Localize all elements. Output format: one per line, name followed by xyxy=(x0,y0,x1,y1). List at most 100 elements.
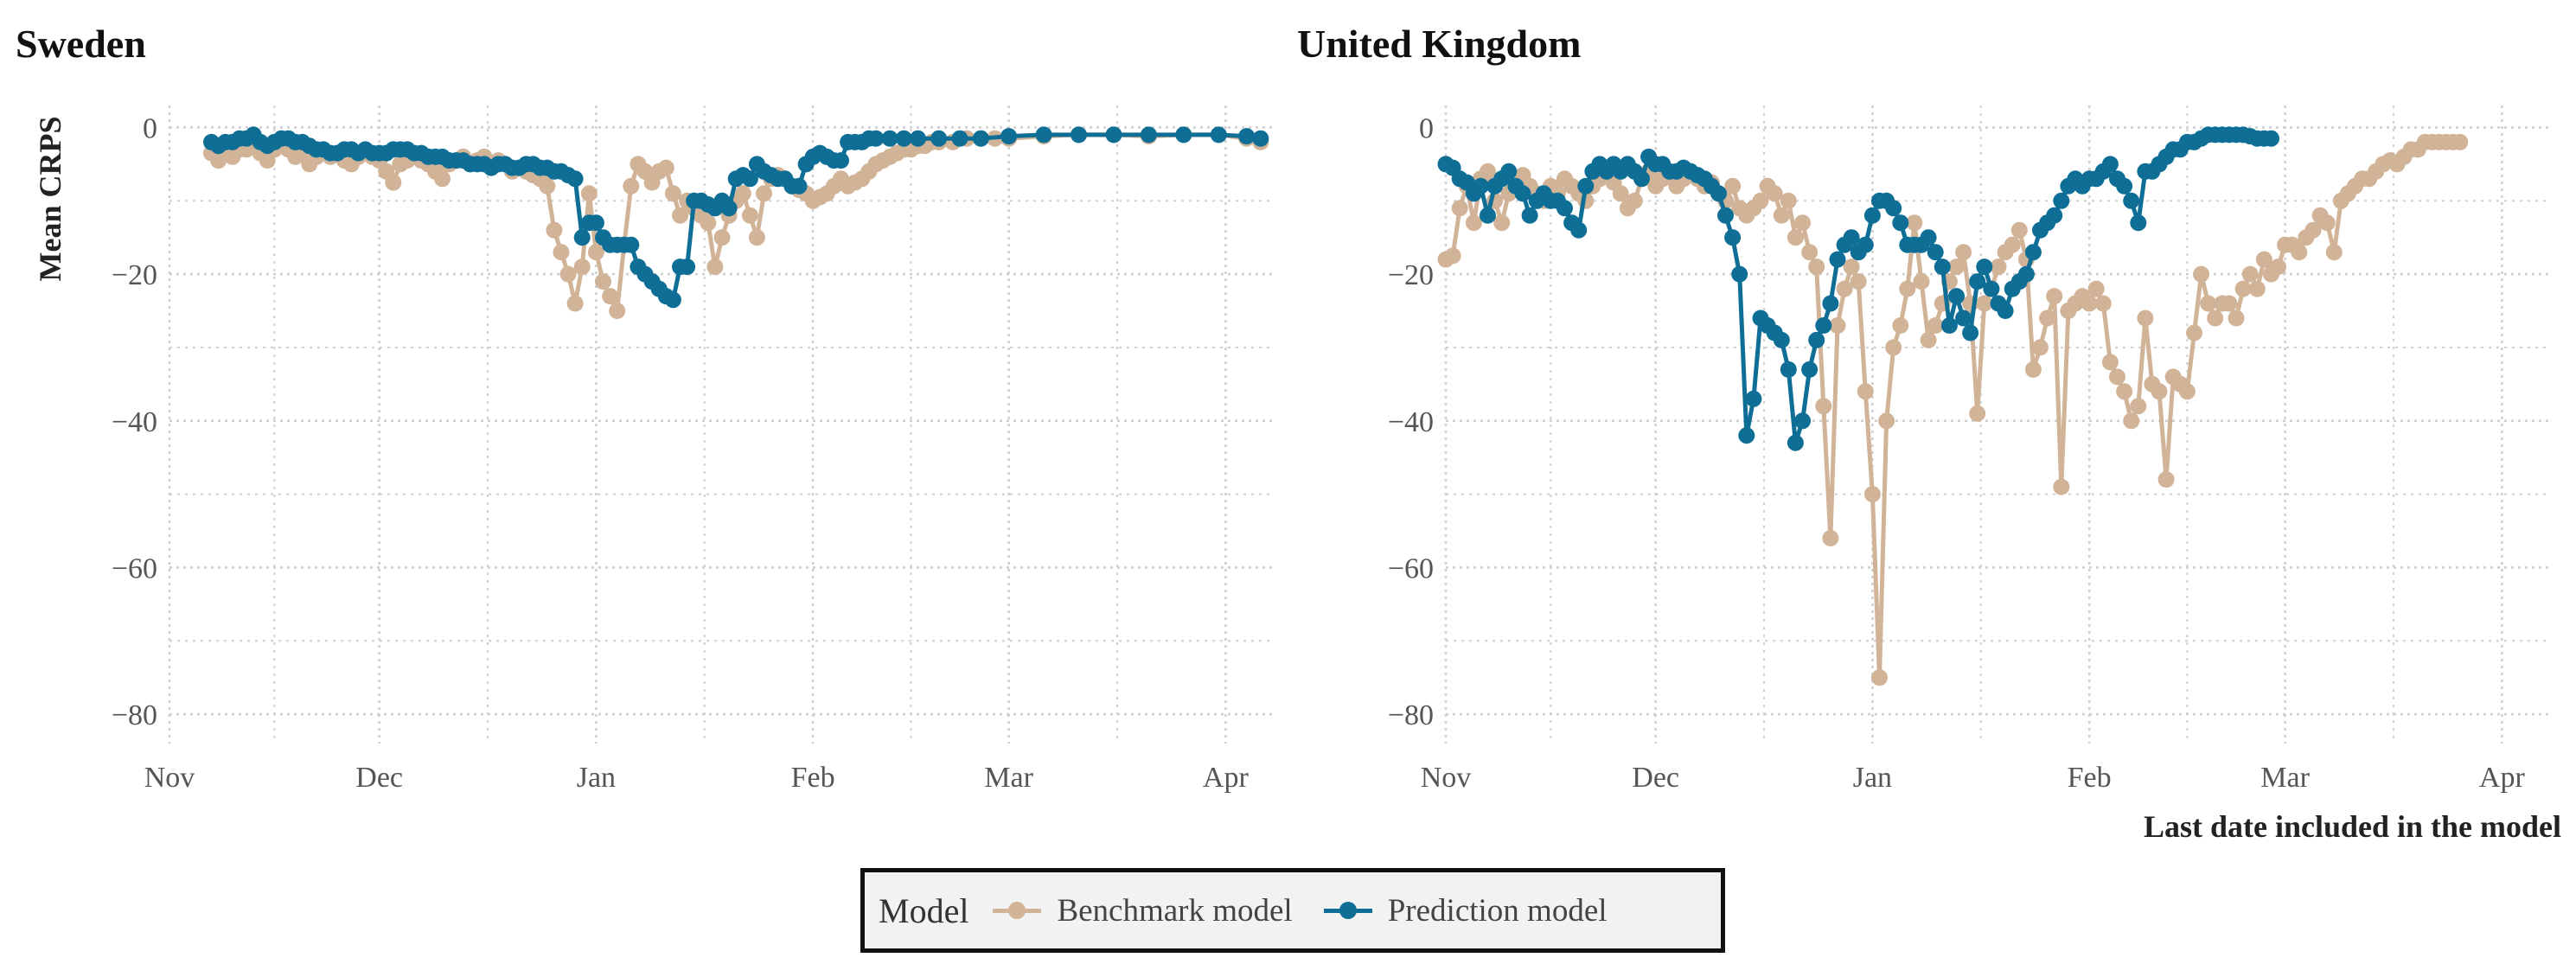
data-point-prediction xyxy=(1997,303,2014,319)
data-point-prediction xyxy=(2130,214,2147,232)
y-tick-label: 0 xyxy=(1419,112,1434,144)
data-point-benchmark xyxy=(2024,361,2042,378)
data-point-prediction xyxy=(573,229,591,246)
legend-item-prediction: Prediction model xyxy=(1323,892,1608,929)
data-point-prediction xyxy=(1140,126,1157,144)
data-point-prediction xyxy=(1210,126,1227,144)
data-point-benchmark xyxy=(2039,310,2056,327)
x-tick-label: Feb xyxy=(2068,762,2112,794)
legend-item-benchmark: Benchmark model xyxy=(993,892,1293,929)
data-point-benchmark xyxy=(2325,244,2343,261)
x-tick-label: Apr xyxy=(2479,762,2526,794)
data-point-prediction xyxy=(1717,207,1734,224)
data-point-prediction xyxy=(1731,265,1748,283)
data-point-benchmark xyxy=(2130,398,2147,415)
data-point-prediction xyxy=(1892,214,1909,232)
y-tick-label: −80 xyxy=(1388,699,1434,731)
data-point-benchmark xyxy=(566,295,584,312)
data-point-benchmark xyxy=(602,288,619,305)
y-tick-label: −40 xyxy=(1388,406,1434,438)
x-tick-label: Feb xyxy=(791,762,835,794)
data-point-prediction xyxy=(1815,317,1832,334)
data-point-benchmark xyxy=(1836,280,1853,297)
data-point-prediction xyxy=(1175,126,1192,144)
data-point-benchmark xyxy=(1857,383,1874,400)
panel-title-united-kingdom: United Kingdom xyxy=(1297,22,1581,66)
data-point-prediction xyxy=(833,152,849,169)
data-point-prediction xyxy=(1976,259,1993,276)
data-point-benchmark xyxy=(748,229,765,246)
y-tick-label: 0 xyxy=(143,112,157,144)
x-tick-label: Mar xyxy=(984,762,1033,794)
data-point-benchmark xyxy=(2087,280,2105,297)
data-point-benchmark xyxy=(2234,280,2252,297)
y-tick-label: −60 xyxy=(112,552,157,584)
data-point-prediction xyxy=(1000,128,1018,145)
y-tick-label: −20 xyxy=(112,259,157,291)
x-tick-label: Jan xyxy=(577,762,616,794)
data-point-benchmark xyxy=(2116,383,2133,400)
data-point-prediction xyxy=(1863,207,1881,224)
data-point-benchmark xyxy=(1724,177,1742,195)
data-point-benchmark xyxy=(2304,221,2322,239)
data-point-benchmark xyxy=(2081,295,2098,312)
data-point-benchmark xyxy=(1752,192,1769,209)
data-point-benchmark xyxy=(2221,295,2238,312)
data-point-benchmark xyxy=(1444,247,1461,265)
data-point-benchmark xyxy=(595,273,611,290)
data-point-benchmark xyxy=(2207,310,2224,327)
data-point-benchmark xyxy=(713,229,731,246)
legend-point-benchmark xyxy=(1008,902,1026,919)
data-point-prediction xyxy=(1238,128,1256,145)
data-point-prediction xyxy=(951,130,968,147)
data-point-prediction xyxy=(1035,126,1052,144)
data-point-prediction xyxy=(587,214,604,232)
data-point-benchmark xyxy=(1787,229,1804,246)
x-tick-label: Nov xyxy=(1421,762,1472,794)
data-point-prediction xyxy=(1556,200,1573,217)
data-point-prediction xyxy=(1885,200,1902,217)
x-tick-label: Apr xyxy=(1203,762,1250,794)
data-point-prediction xyxy=(1920,229,1937,246)
data-point-benchmark xyxy=(1766,185,1783,202)
data-point-prediction xyxy=(1480,207,1496,224)
data-point-prediction xyxy=(1962,324,1979,342)
data-point-benchmark xyxy=(2101,354,2119,371)
data-point-prediction xyxy=(1955,310,1972,327)
data-point-benchmark xyxy=(573,259,591,276)
series-line-benchmark xyxy=(1443,139,2463,680)
data-point-benchmark xyxy=(2032,339,2049,356)
data-point-benchmark xyxy=(2137,310,2154,327)
data-point-prediction xyxy=(930,130,948,147)
data-point-prediction xyxy=(1514,185,1531,202)
data-point-benchmark xyxy=(2318,214,2336,232)
data-point-benchmark xyxy=(1913,273,1930,290)
data-point-prediction xyxy=(1577,177,1595,195)
data-point-prediction xyxy=(1252,130,1269,147)
x-tick-label: Dec xyxy=(1632,762,1679,794)
data-point-prediction xyxy=(1948,288,1965,305)
data-point-benchmark xyxy=(1626,192,1643,209)
data-point-prediction xyxy=(972,130,989,147)
data-point-benchmark xyxy=(2193,265,2210,283)
data-point-benchmark xyxy=(2186,324,2202,342)
data-point-benchmark xyxy=(2046,288,2063,305)
y-tick-label: −60 xyxy=(1388,552,1434,584)
data-point-benchmark xyxy=(2291,244,2308,261)
legend: Model Benchmark model Prediction model xyxy=(860,868,1725,953)
data-point-benchmark xyxy=(553,244,570,261)
data-point-prediction xyxy=(1780,361,1797,378)
legend-label-prediction: Prediction model xyxy=(1387,892,1608,929)
data-point-benchmark xyxy=(609,303,626,319)
y-tick-label: −80 xyxy=(112,699,157,731)
data-point-prediction xyxy=(881,130,898,147)
data-point-benchmark xyxy=(2200,295,2217,312)
data-point-benchmark xyxy=(1612,185,1629,202)
data-point-benchmark xyxy=(1780,192,1797,209)
data-point-prediction xyxy=(1940,317,1958,334)
data-point-prediction xyxy=(910,130,926,147)
data-point-prediction xyxy=(2101,156,2119,173)
data-point-benchmark xyxy=(664,185,681,202)
data-point-prediction xyxy=(895,130,912,147)
x-tick-label: Jan xyxy=(1853,762,1892,794)
